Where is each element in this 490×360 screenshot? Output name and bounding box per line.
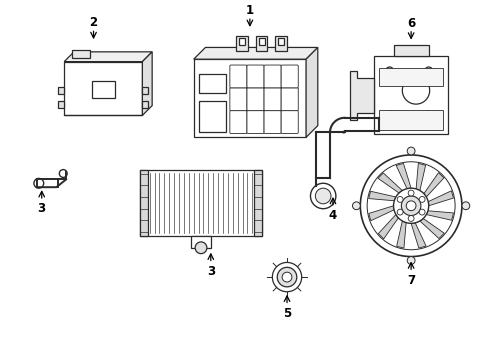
Polygon shape — [424, 173, 444, 197]
Polygon shape — [378, 215, 398, 239]
Polygon shape — [420, 219, 444, 239]
Circle shape — [425, 111, 433, 119]
FancyBboxPatch shape — [254, 170, 262, 236]
Circle shape — [59, 170, 67, 177]
FancyBboxPatch shape — [275, 36, 287, 51]
Circle shape — [360, 155, 462, 257]
Polygon shape — [378, 173, 402, 193]
FancyBboxPatch shape — [140, 170, 262, 236]
FancyBboxPatch shape — [198, 101, 226, 132]
FancyBboxPatch shape — [143, 101, 148, 108]
FancyBboxPatch shape — [92, 81, 115, 98]
Polygon shape — [194, 48, 318, 59]
Polygon shape — [350, 71, 374, 120]
Circle shape — [462, 202, 470, 210]
FancyBboxPatch shape — [191, 236, 211, 248]
FancyBboxPatch shape — [247, 111, 264, 134]
Circle shape — [386, 111, 393, 119]
FancyBboxPatch shape — [259, 38, 265, 45]
Polygon shape — [369, 191, 396, 201]
FancyBboxPatch shape — [143, 87, 148, 94]
Text: 2: 2 — [90, 16, 98, 29]
FancyBboxPatch shape — [281, 111, 298, 134]
Circle shape — [316, 188, 331, 204]
Polygon shape — [396, 221, 406, 248]
Text: 4: 4 — [329, 209, 337, 222]
FancyBboxPatch shape — [58, 87, 64, 94]
Circle shape — [311, 183, 336, 209]
FancyBboxPatch shape — [264, 88, 281, 111]
FancyBboxPatch shape — [194, 59, 306, 138]
FancyBboxPatch shape — [198, 74, 226, 93]
FancyBboxPatch shape — [230, 88, 247, 111]
FancyBboxPatch shape — [281, 88, 298, 111]
FancyBboxPatch shape — [278, 38, 284, 45]
FancyBboxPatch shape — [58, 101, 64, 108]
FancyBboxPatch shape — [379, 110, 443, 130]
Circle shape — [408, 190, 414, 196]
Circle shape — [352, 202, 360, 210]
FancyBboxPatch shape — [236, 36, 248, 51]
Circle shape — [397, 197, 403, 202]
FancyBboxPatch shape — [64, 62, 143, 115]
Circle shape — [408, 216, 414, 221]
Circle shape — [402, 77, 430, 104]
Circle shape — [272, 262, 302, 292]
Polygon shape — [369, 206, 394, 221]
Text: 1: 1 — [246, 4, 254, 17]
Text: 3: 3 — [207, 265, 215, 278]
Circle shape — [406, 201, 416, 211]
Circle shape — [407, 147, 415, 155]
Circle shape — [397, 209, 403, 215]
Polygon shape — [426, 211, 454, 220]
FancyBboxPatch shape — [230, 111, 247, 134]
Circle shape — [282, 272, 292, 282]
FancyBboxPatch shape — [247, 65, 264, 88]
Circle shape — [195, 242, 207, 254]
FancyBboxPatch shape — [374, 56, 448, 134]
Polygon shape — [143, 52, 152, 115]
Text: 7: 7 — [407, 274, 415, 287]
Circle shape — [425, 67, 433, 75]
FancyBboxPatch shape — [239, 38, 245, 45]
Circle shape — [419, 209, 425, 215]
Circle shape — [393, 188, 429, 223]
Circle shape — [419, 197, 425, 202]
Circle shape — [401, 196, 421, 216]
FancyBboxPatch shape — [247, 88, 264, 111]
FancyBboxPatch shape — [379, 68, 443, 86]
FancyBboxPatch shape — [393, 45, 429, 56]
Polygon shape — [306, 48, 318, 138]
Text: 5: 5 — [283, 307, 291, 320]
Polygon shape — [64, 52, 152, 62]
Text: 6: 6 — [407, 17, 415, 30]
FancyBboxPatch shape — [264, 111, 281, 134]
Polygon shape — [428, 191, 453, 206]
FancyBboxPatch shape — [264, 65, 281, 88]
FancyBboxPatch shape — [230, 65, 247, 88]
Circle shape — [386, 67, 393, 75]
Circle shape — [277, 267, 297, 287]
Circle shape — [407, 257, 415, 264]
Polygon shape — [396, 163, 411, 189]
Text: 3: 3 — [38, 202, 46, 215]
Polygon shape — [416, 163, 426, 190]
FancyBboxPatch shape — [281, 65, 298, 88]
FancyBboxPatch shape — [256, 36, 268, 51]
Polygon shape — [411, 223, 426, 248]
FancyBboxPatch shape — [72, 50, 90, 58]
FancyBboxPatch shape — [140, 170, 148, 236]
Circle shape — [34, 179, 44, 188]
